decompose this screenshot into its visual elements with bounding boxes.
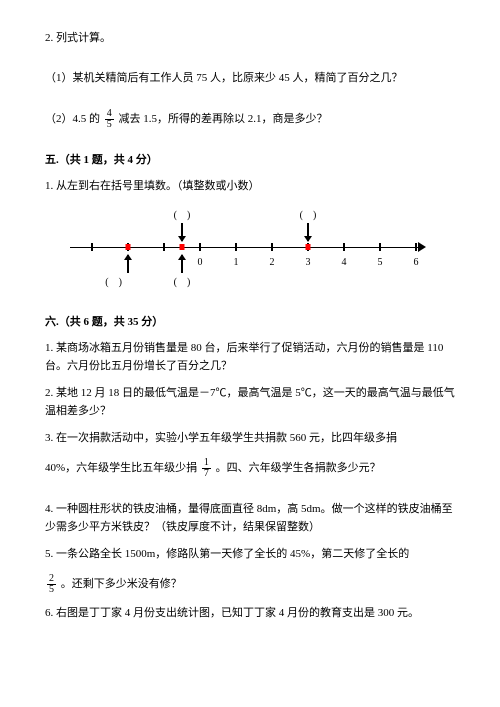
number-line-pointer-up: [181, 255, 183, 273]
number-line-axis: [70, 247, 420, 248]
number-line-pointer-down: [307, 223, 309, 241]
sec6-q3b: 40%，六年级学生比五年级少捐 1 7 。四、六年级学生各捐款多少元？: [45, 458, 455, 479]
number-line-label: 6: [414, 255, 419, 271]
number-line-blank: ( ): [105, 275, 122, 291]
number-line-tick: [379, 243, 381, 251]
sec6-q3b-text: 40%，六年级学生比五年级少捐: [45, 462, 197, 474]
frac-den: 7: [202, 469, 211, 479]
number-line-tick: [199, 243, 201, 251]
sec6-q6: 6. 右图是丁丁家 4 月份支出统计图，已知丁丁家 4 月份的教育支出是 300…: [45, 605, 455, 623]
number-line-red-mark: [306, 244, 311, 250]
sec6-q2: 2. 某地 12 月 18 日的最低气温是－7℃，最高气温是 5℃，这一天的最高…: [45, 385, 455, 420]
number-line-tick: [415, 243, 417, 251]
sec6-q4: 4. 一种圆柱形状的铁皮油桶，量得底面直径 8dm，高 5dm。做一个这样的铁皮…: [45, 501, 455, 536]
sec6-q5b: 2 5 。还剩下多少米没有修？: [45, 574, 455, 595]
number-line-label: 1: [234, 255, 239, 271]
number-line-label: 5: [378, 255, 383, 271]
number-line-blank: ( ): [300, 208, 317, 224]
frac-den: 5: [105, 120, 114, 130]
number-line-label: 2: [270, 255, 275, 271]
number-line-tick: [271, 243, 273, 251]
section-6-title: 六.（共 6 题，共 35 分）: [45, 314, 455, 332]
number-line-blank: ( ): [174, 275, 191, 291]
q2-p1: （1）某机关精简后有工作人员 75 人，比原来少 45 人，精简了百分之几？: [45, 70, 455, 88]
number-line-blank: ( ): [174, 208, 191, 224]
q2-p2-a: （2）4.5 的: [45, 113, 100, 125]
number-line-red-mark: [180, 244, 185, 250]
q2-title: 2. 列式计算。: [45, 30, 455, 48]
page: 2. 列式计算。 （1）某机关精简后有工作人员 75 人，比原来少 45 人，精…: [0, 0, 500, 652]
sec6-q1: 1. 某商场冰箱五月份销售量是 80 台，后来举行了促销活动，六月份的销售量是 …: [45, 340, 455, 375]
fraction-4-5: 4 5: [105, 109, 114, 130]
number-line-tick: [235, 243, 237, 251]
sec6-q3a: 3. 在一次捐款活动中，实验小学五年级学生共捐款 560 元，比四年级多捐: [45, 430, 455, 448]
fraction-1-7: 1 7: [202, 458, 211, 479]
number-line-tick: [343, 243, 345, 251]
number-line: 0 1 2 3 4 5 6 ( ) ( ) ( ) ( ): [70, 205, 430, 300]
sec6-q5a: 5. 一条公路全长 1500m，修路队第一天修了全长的 45%，第二天修了全长的: [45, 546, 455, 564]
q2-p2: （2）4.5 的 4 5 减去 1.5，所得的差再除以 2.1，商是多少？: [45, 109, 455, 130]
number-line-label: 4: [342, 255, 347, 271]
number-line-label: 3: [306, 255, 311, 271]
fraction-2-5: 2 5: [47, 574, 56, 595]
number-line-label: 0: [198, 255, 203, 271]
number-line-pointer-down: [181, 223, 183, 241]
sec6-q5b-text: 。还剩下多少米没有修？: [61, 578, 182, 590]
number-line-pointer-up: [127, 255, 129, 273]
section-5-title: 五.（共 1 题，共 4 分）: [45, 152, 455, 170]
number-line-tick: [163, 243, 165, 251]
frac-den: 5: [47, 585, 56, 595]
number-line-red-mark: [126, 244, 131, 250]
sec6-q3c: 。四、六年级学生各捐款多少元？: [216, 462, 381, 474]
sec5-q1: 1. 从左到右在括号里填数。（填整数或小数）: [45, 178, 455, 196]
number-line-tick: [91, 243, 93, 251]
q2-p2-b: 减去 1.5，所得的差再除以 2.1，商是多少？: [119, 113, 328, 125]
number-line-arrowhead: [418, 242, 426, 252]
